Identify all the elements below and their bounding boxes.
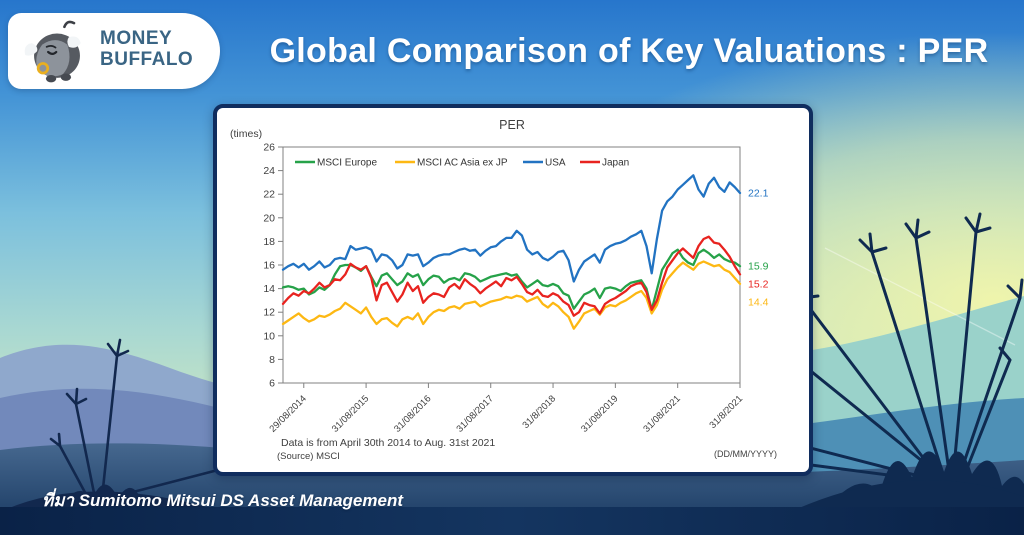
end-label-japan: 15.2	[748, 279, 769, 291]
chart-title: PER	[499, 118, 525, 132]
x-tick-label: 31/8/2021	[707, 393, 745, 431]
y-axis-ticks: 6 8 10 12 14 16 18 20 22 24 26	[263, 142, 283, 390]
y-tick-label: 22	[263, 189, 275, 201]
contrail-line	[824, 247, 1016, 346]
x-axis-ticks: 29/08/2014 31/08/2015 31/08/2016 31/08/2017…	[267, 383, 745, 435]
legend-label-usa: USA	[545, 158, 566, 169]
y-tick-label: 20	[263, 212, 275, 224]
legend-label-msci-ac-asia-ex-jp: MSCI AC Asia ex JP	[417, 158, 508, 169]
series-line-japan	[281, 235, 742, 317]
logo-wordmark: MONEY BUFFALO	[100, 28, 193, 71]
end-label-msci-europe: 15.9	[748, 261, 769, 273]
y-axis-unit-label: (times)	[230, 128, 262, 140]
page-title: Global Comparison of Key Valuations : PE…	[269, 32, 989, 70]
logo-text-buffalo: BUFFALO	[100, 49, 194, 71]
series-line-usa	[281, 174, 742, 283]
y-tick-label: 26	[263, 142, 275, 154]
legend-label-msci-europe: MSCI Europe	[317, 158, 377, 169]
x-tick-label: 31/8/2018	[521, 393, 559, 431]
logo-text-money: MONEY	[100, 28, 173, 49]
x-tick-label: 31/08/2021	[641, 393, 682, 434]
end-label-usa: 22.1	[748, 188, 769, 200]
series-end-value-labels: 22.1 15.9 15.2 14.4	[748, 188, 769, 309]
chart-footnote-range: Data is from April 30th 2014 to Aug. 31s…	[281, 437, 495, 449]
x-tick-label: 31/08/2016	[392, 393, 433, 434]
chart-footnote-source: (Source) MSCI	[277, 451, 340, 462]
series-lines	[281, 174, 742, 330]
series-line-msci-ac-asia-ex-jp	[281, 260, 742, 330]
footer-strip	[0, 507, 1024, 535]
y-tick-label: 18	[263, 236, 275, 248]
legend-label-japan: Japan	[602, 158, 629, 169]
source-attribution: ที่มา Sumitomo Mitsui DS Asset Managemen…	[42, 491, 403, 510]
y-tick-label: 16	[263, 260, 275, 272]
y-tick-label: 10	[263, 330, 275, 342]
x-tick-label: 31/08/2019	[579, 393, 620, 434]
buffalo-mascot-icon	[24, 20, 81, 83]
y-tick-label: 14	[263, 283, 275, 295]
y-tick-label: 8	[269, 354, 275, 366]
end-label-msci-ac-asia-ex-jp: 14.4	[748, 297, 769, 309]
per-chart: PER (times) 6 8 10 12 14 16 18 20 22 24 26 29/08/2…	[230, 118, 777, 462]
y-tick-label: 24	[263, 165, 275, 177]
chart-legend: MSCI Europe MSCI AC Asia ex JP USA Japan	[295, 158, 629, 169]
x-tick-label: 29/08/2014	[267, 393, 308, 434]
x-axis-format-note: (DD/MM/YYYY)	[714, 449, 777, 459]
x-tick-label: 31/08/2017	[454, 393, 495, 434]
money-buffalo-logo: MONEY BUFFALO	[8, 13, 220, 89]
y-tick-label: 12	[263, 307, 275, 319]
x-tick-label: 31/08/2015	[330, 393, 371, 434]
y-tick-label: 6	[269, 378, 275, 390]
chart-card: PER (times) 6 8 10 12 14 16 18 20 22 24 26 29/08/2…	[213, 104, 813, 476]
